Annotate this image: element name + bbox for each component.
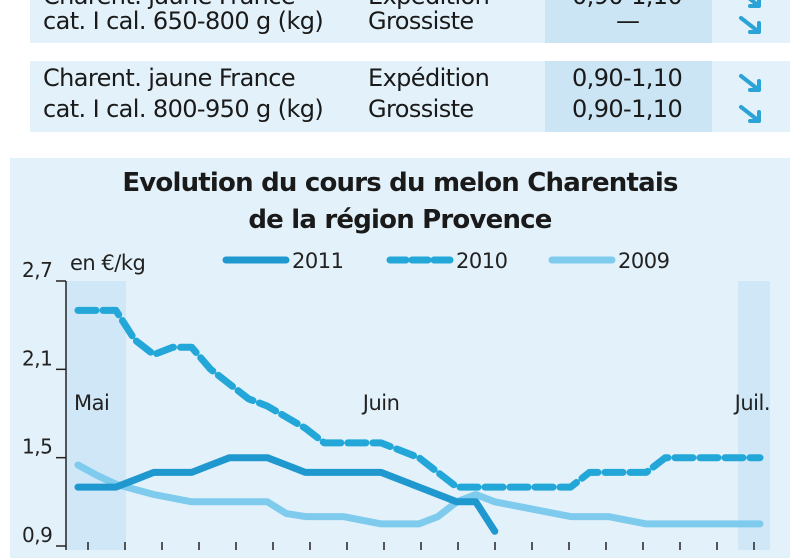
stage-label: Grossiste [368,7,474,35]
stage-label: Expédition [368,0,490,12]
price-value: — [616,7,640,35]
chart-title-line-1: Evolution du cours du melon Charentais [122,168,678,198]
stage-label: Expédition [368,64,490,92]
price-column-band [545,61,712,132]
month-band [738,281,770,550]
price-value: 0,90-1,10 [572,64,683,92]
unit-label: en €/kg [70,251,145,275]
legend-label: 2011 [292,249,343,273]
price-value: 0,90-1,10 [572,0,683,12]
period-label: Juin [361,391,400,415]
period-label: Mai [74,391,109,415]
y-tick-label: 2,1 [22,346,52,370]
trend-down-icon [737,70,765,98]
period-label: Juil. [733,391,770,415]
series-line-2009 [74,461,764,528]
month-band [66,281,126,550]
trend-down-icon [737,0,765,14]
stage-label: Grossiste [368,95,474,123]
trend-down-icon [737,12,765,40]
product-label: Charent. jaune France [43,64,296,92]
legend-label: 2009 [618,249,669,273]
y-tick-label: 0,9 [22,523,52,547]
price-column-band [545,0,712,43]
y-tick-label: 2,7 [22,258,52,282]
price-value: 0,90-1,10 [572,95,683,123]
chart-title-line-2: de la région Provence [248,205,552,235]
series-line-2010 [74,306,764,491]
y-tick-label: 1,5 [22,435,52,459]
series-line-2011 [74,454,499,535]
trend-down-icon [737,101,765,129]
legend-label: 2010 [456,249,507,273]
product-label: cat. I cal. 650-800 g (kg) [43,7,324,35]
product-label: cat. I cal. 800-950 g (kg) [43,95,324,123]
product-label: Charent. jaune France [43,0,296,12]
